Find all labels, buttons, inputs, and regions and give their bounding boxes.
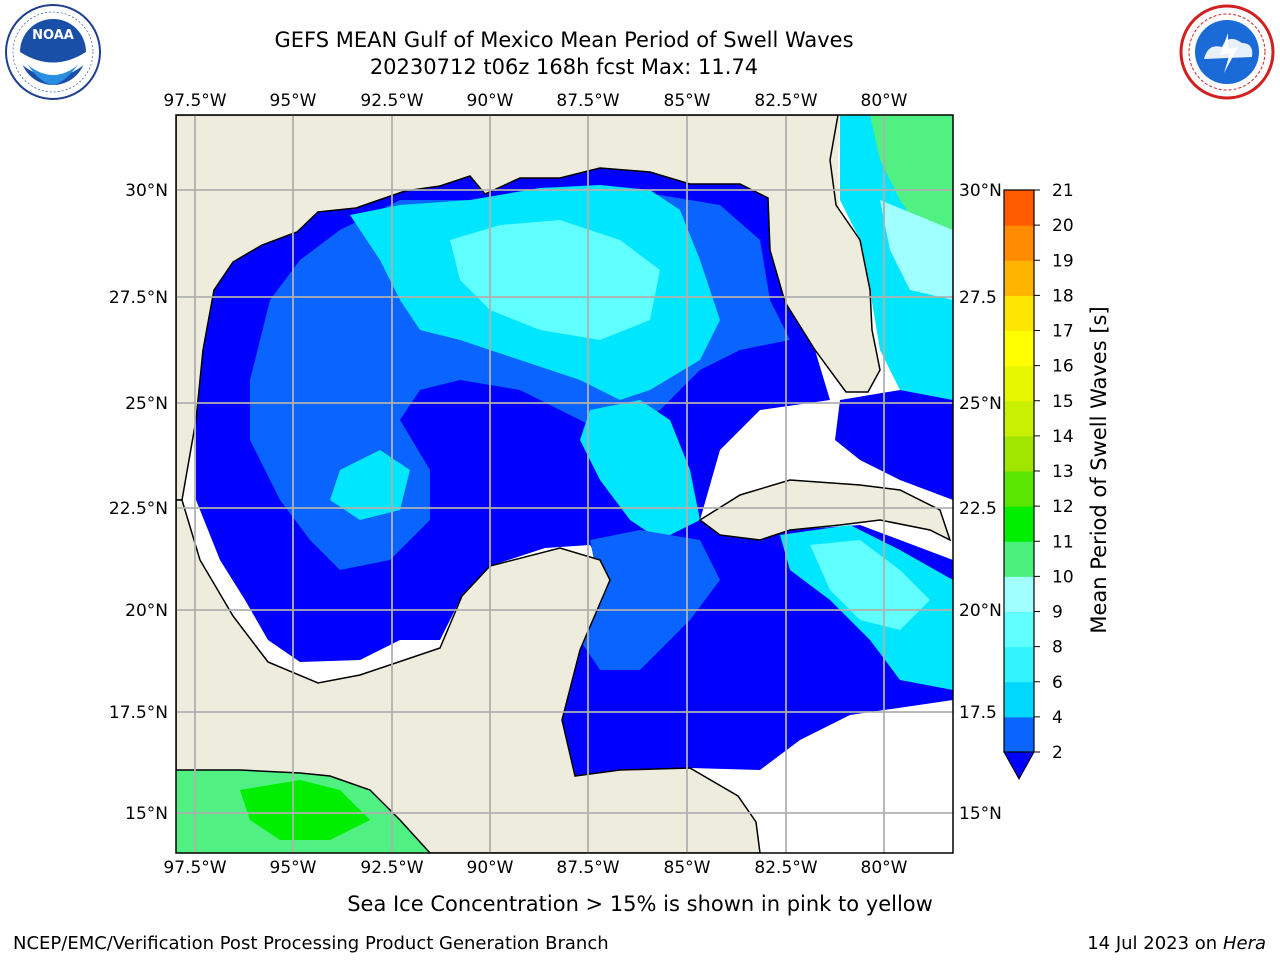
lat-label-right: 30°N (959, 181, 1002, 201)
colorbar-tick-label: 18 (1052, 286, 1074, 306)
colorbar-tick-label: 2 (1052, 743, 1063, 763)
lon-label-bottom: 92.5°W (360, 858, 423, 878)
lon-label-bottom: 97.5°W (163, 858, 226, 878)
colorbar-tick-label: 4 (1052, 708, 1063, 728)
lon-label-top: 95°W (270, 91, 317, 111)
date-text: 14 Jul 2023 on (1087, 933, 1218, 954)
map-frame (175, 114, 954, 854)
lon-label-bottom: 95°W (270, 858, 317, 878)
colorbar-tick-label: 11 (1052, 532, 1074, 552)
lat-label-left: 20°N (125, 601, 168, 621)
axis-labels: 97.5°W 97.5°W 95°W 95°W 92.5°W 92.5°W 90°W 90°W… (109, 91, 1002, 878)
credit-text: NCEP/EMC/Verification Post Processing Pr… (13, 933, 609, 954)
swell-region-gulf-6to8-south (580, 400, 700, 540)
colorbar-tick-label: 19 (1052, 251, 1074, 271)
lon-label-bottom: 80°W (861, 858, 908, 878)
colorbar-segment (1004, 506, 1034, 542)
noaa-logo: NOAA (5, 4, 101, 100)
swell-region-florida-straits-2to4 (835, 390, 953, 500)
colorbar: 2 4 6 8 9 10 11 12 13 14 15 16 17 18 19 20 21 (1003, 181, 1074, 781)
lat-label-left: 30°N (125, 181, 168, 201)
swell-region-channel-4to6 (580, 530, 720, 670)
colorbar-tick-label: 13 (1052, 462, 1074, 482)
mexico-yucatan (176, 499, 761, 853)
colorbar-tick-label: 10 (1052, 567, 1074, 587)
swell-region-atlantic-9to10 (870, 115, 953, 230)
colorbar-tick-label: 17 (1052, 322, 1074, 342)
colorbar-tick-label: 21 (1052, 181, 1074, 201)
cuba (698, 479, 952, 542)
colorbar-tick-label: 9 (1052, 603, 1063, 623)
swell-region-gulf-8to9 (450, 220, 660, 340)
colorbar-segment (1004, 365, 1034, 402)
lon-label-top: 85°W (664, 91, 711, 111)
lon-label-top: 87.5°W (556, 91, 619, 111)
lon-label-top: 92.5°W (360, 91, 423, 111)
colorbar-segment (1004, 260, 1034, 296)
colorbar-segment (1004, 225, 1034, 261)
colorbar-tick-label: 15 (1052, 392, 1074, 412)
lon-label-top: 80°W (861, 91, 908, 111)
gridlines (176, 115, 953, 853)
colorbar-extend-arrow (1003, 751, 1035, 781)
colorbar-segment (1004, 190, 1034, 226)
swell-region-caribbean-8to9 (810, 540, 930, 630)
colorbar-segment (1004, 681, 1034, 718)
lon-label-bottom: 90°W (467, 858, 514, 878)
lat-label-right: 25°N (959, 394, 1002, 414)
lat-label-right: 22.5 (959, 499, 997, 519)
lon-label-bottom: 87.5°W (556, 858, 619, 878)
lat-label-left: 15°N (125, 804, 168, 824)
colorbar-segment (1004, 435, 1034, 472)
caribbean-ocean-extend (760, 700, 953, 853)
chart-title: GEFS MEAN Gulf of Mexico Mean Period of … (274, 28, 854, 52)
lon-label-bottom: 85°W (664, 858, 711, 878)
lat-label-left: 25°N (125, 394, 168, 414)
colorbar-tick-label: 6 (1052, 673, 1063, 693)
svg-text:NOAA: NOAA (32, 28, 74, 43)
lon-label-top: 82.5°W (754, 91, 817, 111)
lat-label-left: 22.5°N (109, 499, 168, 519)
colorbar-segment (1004, 295, 1034, 331)
lon-label-top: 90°W (467, 91, 514, 111)
machine-name: Hera (1222, 933, 1266, 954)
chart-subtitle: 20230712 t06z 168h fcst Max: 11.74 (369, 55, 759, 79)
colorbar-tick-label: 16 (1052, 357, 1074, 377)
lat-label-left: 17.5°N (109, 703, 168, 723)
colorbar-segment (1004, 611, 1034, 648)
colorbar-segment (1004, 646, 1034, 683)
lat-label-right: 20°N (959, 601, 1002, 621)
swell-region-gulf-6to8-west (330, 450, 410, 520)
pacific-coast-swell-high (240, 780, 370, 840)
lat-label-right: 27.5 (959, 288, 997, 308)
colorbar-segment (1004, 471, 1034, 507)
lon-label-bottom: 82.5°W (754, 858, 817, 878)
swell-region-atlantic-8to9 (880, 200, 953, 300)
lon-label-top: 97.5°W (163, 91, 226, 111)
lat-label-left: 27.5°N (109, 288, 168, 308)
colorbar-tick-label: 12 (1052, 497, 1074, 517)
lat-label-right: 15°N (959, 804, 1002, 824)
lat-label-right: 17.5 (959, 703, 997, 723)
colorbar-segment (1004, 400, 1034, 437)
colorbar-tick-label: 14 (1052, 427, 1074, 447)
colorbar-tick-label: 20 (1052, 216, 1074, 236)
date-stamp: 14 Jul 2023 on Hera (1087, 933, 1266, 954)
colorbar-segment (1004, 330, 1034, 367)
nws-logo (1179, 4, 1275, 100)
sea-ice-note: Sea Ice Concentration > 15% is shown in … (347, 892, 933, 916)
colorbar-label: Mean Period of Swell Waves [s] (1087, 306, 1111, 633)
colorbar-tick-label: 8 (1052, 638, 1063, 658)
landmasses (176, 115, 952, 853)
colorbar-segment (1004, 576, 1034, 612)
colorbar-segment (1004, 541, 1034, 577)
us-gulf-coast (176, 115, 881, 501)
colorbar-segment (1004, 716, 1034, 753)
